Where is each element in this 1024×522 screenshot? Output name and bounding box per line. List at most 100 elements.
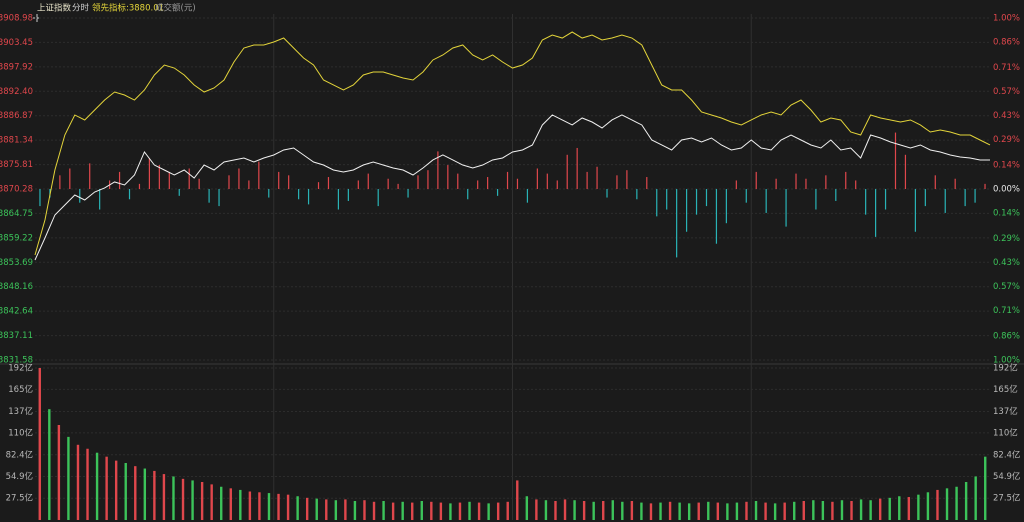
volume-bar bbox=[430, 501, 433, 520]
strength-bar bbox=[586, 171, 588, 189]
volume-bar bbox=[258, 492, 261, 520]
y2-tick-label: 0.29% bbox=[993, 135, 1020, 145]
volume-bar bbox=[582, 501, 586, 520]
y2-tick-label: 0.43% bbox=[993, 258, 1020, 268]
strength-bar bbox=[785, 189, 787, 227]
strength-bar bbox=[646, 177, 648, 189]
volume-bar bbox=[76, 444, 80, 520]
volume-bar bbox=[286, 494, 290, 520]
volume-bar bbox=[382, 501, 385, 520]
y-tick-label: 110亿 bbox=[8, 427, 33, 438]
strength-bar bbox=[298, 189, 300, 200]
volume-bar bbox=[525, 496, 529, 520]
strength-bar bbox=[884, 189, 887, 210]
volume-bar bbox=[363, 500, 366, 520]
y-tick-label-right: 192亿 bbox=[993, 363, 1018, 374]
volume-bar bbox=[878, 498, 882, 520]
strength-bar bbox=[447, 165, 449, 189]
strength-bar bbox=[437, 151, 439, 189]
volume-bar bbox=[888, 497, 891, 520]
strength-bar bbox=[128, 189, 131, 200]
volume-bar bbox=[764, 502, 767, 520]
strength-bar bbox=[855, 180, 857, 189]
y-tick-label: 3842.64 bbox=[0, 307, 33, 317]
volume-bar bbox=[48, 409, 51, 520]
strength-bar bbox=[168, 171, 170, 189]
strength-bar bbox=[377, 189, 379, 207]
volume-bar bbox=[325, 499, 328, 520]
volume-bar bbox=[315, 498, 318, 520]
volume-bar bbox=[172, 476, 175, 520]
y2-tick-label: 0.00% bbox=[993, 185, 1020, 195]
y-tick-label: 3886.87 bbox=[0, 111, 33, 121]
y2-tick-label: 0.14% bbox=[993, 208, 1020, 218]
strength-bar bbox=[596, 166, 598, 189]
volume-bar bbox=[411, 502, 414, 520]
strength-bar bbox=[695, 189, 698, 215]
strength-bar bbox=[894, 132, 897, 189]
volume-bar bbox=[153, 470, 156, 520]
strength-bar bbox=[526, 189, 529, 203]
y-tick-label: 3892.40 bbox=[0, 87, 33, 97]
strength-bar bbox=[914, 189, 916, 232]
volume-bar bbox=[936, 489, 939, 520]
strength-bar bbox=[835, 189, 837, 201]
strength-bar bbox=[725, 189, 727, 224]
volume-bar bbox=[420, 501, 423, 520]
strength-bar bbox=[705, 189, 708, 207]
header-text: 分时 bbox=[72, 3, 90, 14]
volume-bar bbox=[239, 489, 242, 520]
strength-bar bbox=[397, 183, 399, 189]
y-tick-label: 3875.81 bbox=[0, 160, 33, 170]
volume-bar bbox=[955, 486, 958, 520]
volume-bar bbox=[687, 503, 691, 520]
strength-bar bbox=[874, 189, 877, 237]
volume-bar bbox=[563, 499, 567, 520]
volume-bar bbox=[229, 488, 232, 520]
y-tick-label: 3864.75 bbox=[0, 209, 33, 219]
y-tick-label: 3859.22 bbox=[0, 233, 33, 243]
strength-bar bbox=[815, 189, 817, 210]
strength-bar bbox=[99, 189, 101, 210]
volume-bar bbox=[248, 491, 252, 520]
strength-bar bbox=[775, 178, 777, 189]
y-tick-label-right: 165亿 bbox=[993, 384, 1018, 395]
strength-bar bbox=[69, 168, 71, 189]
strength-bar bbox=[934, 175, 936, 189]
strength-bar bbox=[148, 158, 151, 189]
y-tick-label: 192亿 bbox=[8, 363, 33, 374]
volume-bar bbox=[401, 501, 404, 520]
strength-bar bbox=[556, 180, 558, 189]
volume-bar bbox=[353, 501, 357, 520]
strength-bar bbox=[228, 175, 230, 189]
y2-tick-label: 0.57% bbox=[993, 282, 1020, 292]
y2-tick-label: 1.00% bbox=[993, 14, 1020, 24]
volume-bar bbox=[38, 368, 41, 520]
strength-bar bbox=[755, 171, 757, 189]
volume-bar bbox=[372, 501, 376, 520]
volume-bar bbox=[745, 501, 748, 520]
strength-bar bbox=[845, 171, 847, 189]
volume-bar bbox=[114, 460, 118, 520]
volume-bar bbox=[984, 456, 987, 520]
strength-bar bbox=[367, 173, 369, 189]
volume-bar bbox=[783, 502, 786, 520]
header-text: 上证指数 bbox=[37, 3, 72, 14]
strength-bar bbox=[546, 173, 548, 189]
strength-bar bbox=[606, 189, 608, 198]
strength-bar bbox=[656, 189, 658, 217]
volume-bar bbox=[859, 499, 863, 520]
strength-bar bbox=[745, 189, 747, 203]
strength-bar bbox=[715, 189, 718, 244]
volume-bar bbox=[220, 486, 223, 520]
volume-bar bbox=[477, 502, 481, 520]
strength-bar bbox=[616, 175, 618, 189]
volume-bar bbox=[554, 501, 557, 520]
strength-bar bbox=[795, 173, 797, 189]
strength-bar bbox=[636, 189, 638, 200]
volume-bar bbox=[668, 501, 672, 520]
strength-bar bbox=[258, 161, 260, 189]
y-tick-label: 54.9亿 bbox=[6, 471, 33, 482]
